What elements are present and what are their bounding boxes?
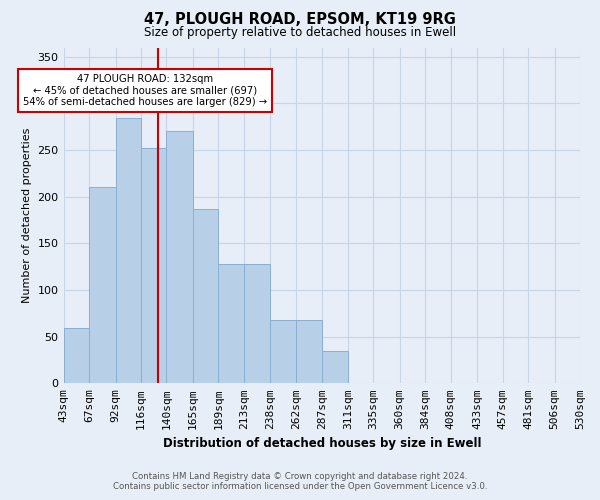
Bar [218, 264, 244, 384]
Bar [64, 328, 89, 384]
Text: 47 PLOUGH ROAD: 132sqm
← 45% of detached houses are smaller (697)
54% of semi-de: 47 PLOUGH ROAD: 132sqm ← 45% of detached… [23, 74, 267, 107]
Bar [244, 264, 271, 384]
Bar [116, 118, 141, 384]
Bar [141, 148, 166, 384]
Text: 47, PLOUGH ROAD, EPSOM, KT19 9RG: 47, PLOUGH ROAD, EPSOM, KT19 9RG [144, 12, 456, 28]
Bar [89, 188, 116, 384]
X-axis label: Distribution of detached houses by size in Ewell: Distribution of detached houses by size … [163, 437, 481, 450]
Text: Size of property relative to detached houses in Ewell: Size of property relative to detached ho… [144, 26, 456, 39]
Bar [271, 320, 296, 384]
Bar [322, 350, 348, 384]
Bar [193, 209, 218, 384]
Bar [166, 130, 193, 384]
Y-axis label: Number of detached properties: Number of detached properties [22, 128, 32, 303]
Text: Contains HM Land Registry data © Crown copyright and database right 2024.
Contai: Contains HM Land Registry data © Crown c… [113, 472, 487, 491]
Bar [296, 320, 322, 384]
